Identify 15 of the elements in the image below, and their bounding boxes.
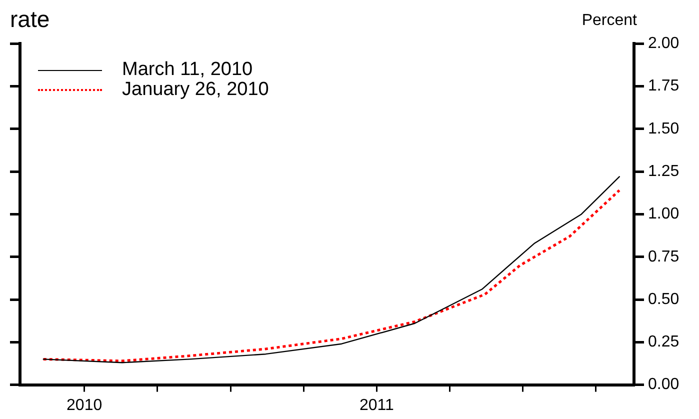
legend-label: January 26, 2010 [122, 79, 269, 100]
y-tick-label: 2.00 [648, 35, 680, 52]
y-tick-label: 0.75 [648, 248, 680, 266]
y-tick-label: 0.00 [648, 376, 680, 394]
y-tick-label: 0.50 [648, 290, 680, 308]
y-axis-title: Percent [582, 12, 637, 30]
y-tick-label: 1.00 [648, 206, 680, 223]
y-tick-label: 1.50 [648, 120, 680, 138]
y-tick-label: 0.25 [648, 334, 680, 351]
legend-label: March 11, 2010 [122, 59, 253, 80]
y-tick-label: 1.75 [648, 78, 680, 95]
chart-title: rate [10, 6, 50, 33]
x-tick-label: 2010 [66, 396, 102, 414]
x-tick-label: 2011 [360, 396, 394, 414]
y-tick-label: 1.25 [648, 162, 680, 180]
